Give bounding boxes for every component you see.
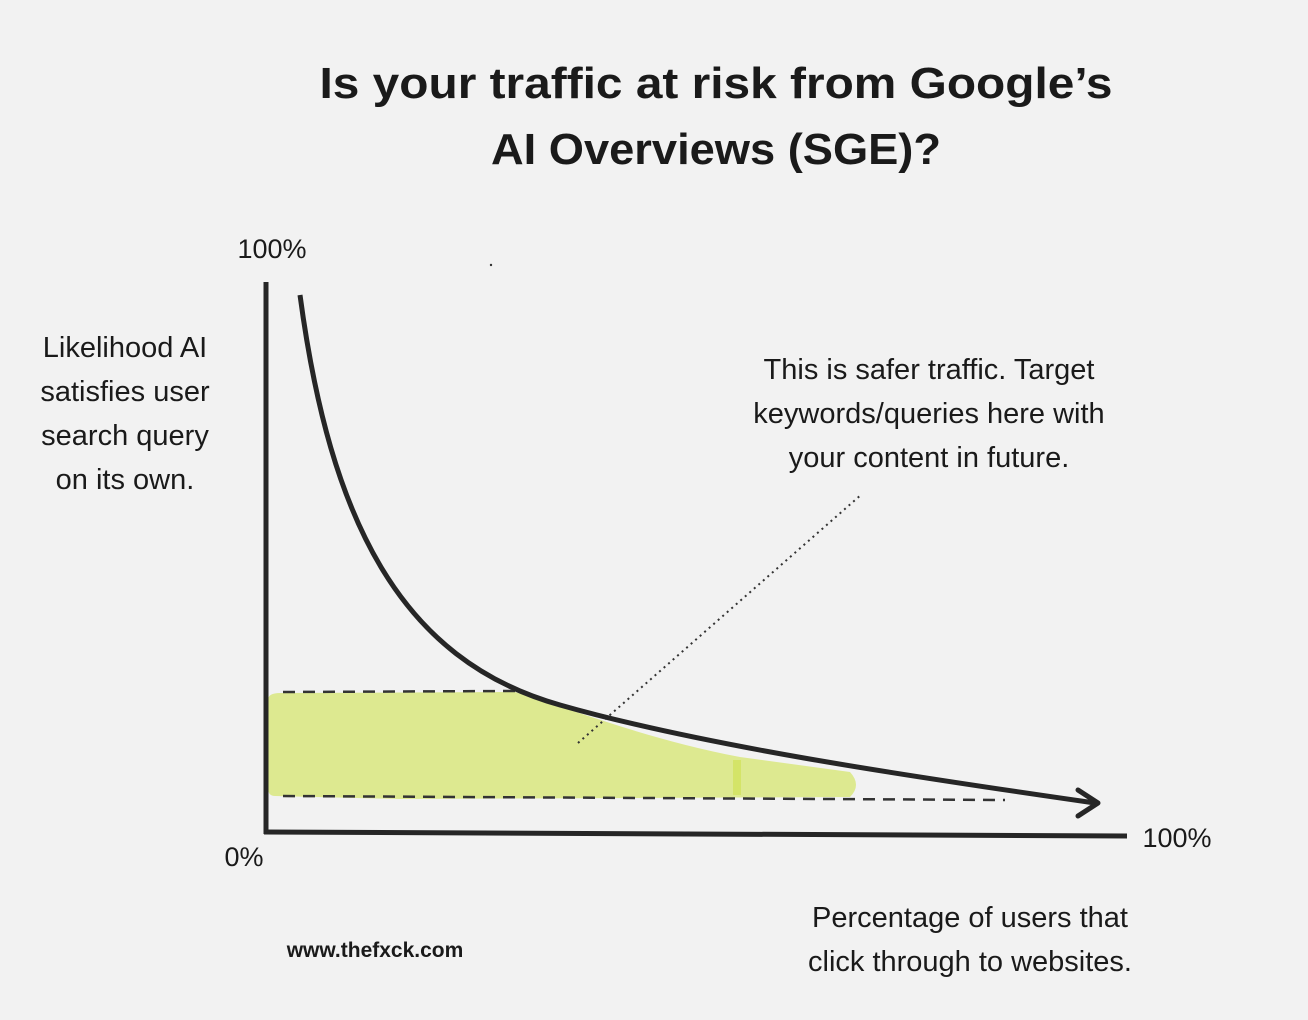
title-line: Is your traffic at risk from Google’s (320, 59, 1113, 108)
dashed-bottom (282, 794, 1006, 802)
annotation-line: This is safer traffic. Target (764, 354, 1095, 386)
arrow-head (1075, 787, 1101, 819)
title-line: AI Overviews (SGE)? (491, 125, 941, 174)
y-title-line: on its own. (56, 464, 195, 496)
y-title-line: satisfies user (40, 376, 210, 408)
annotation-line: keywords/queries here with (753, 398, 1104, 430)
y-title-line: Likelihood AI (43, 332, 207, 364)
footer-url: www.thefxck.com (286, 939, 464, 962)
x-title-line: click through to websites. (808, 946, 1132, 978)
annotation-line: your content in future. (789, 442, 1070, 474)
curve (297, 294, 1096, 806)
y-title-line: search query (41, 420, 209, 452)
dot (489, 263, 493, 267)
x-title-line: Percentage of users that (812, 902, 1128, 934)
x-end-label: 100% (1142, 823, 1211, 853)
highlight-area (268, 692, 856, 799)
x-axis (263, 829, 1128, 839)
y-top-label: 100% (237, 234, 306, 264)
y-bottom-label: 0% (224, 842, 263, 872)
